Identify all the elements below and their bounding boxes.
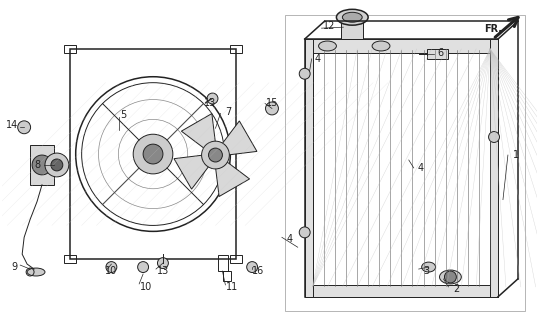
Text: 13: 13 (157, 266, 169, 276)
Circle shape (18, 121, 31, 134)
Bar (64, 255, 75, 263)
Bar (30, 145, 54, 185)
Circle shape (133, 134, 173, 174)
Bar (305, 285, 498, 297)
Bar (223, 271, 231, 281)
Text: 15: 15 (266, 98, 278, 108)
Bar (230, 45, 242, 53)
Text: 9: 9 (11, 262, 17, 272)
Text: 4: 4 (287, 234, 293, 244)
Ellipse shape (319, 41, 336, 51)
Bar (285, 15, 525, 311)
Text: 11: 11 (226, 282, 238, 292)
Bar (341, 21, 363, 39)
Circle shape (202, 141, 230, 169)
Bar (490, 39, 498, 297)
Ellipse shape (27, 268, 45, 276)
Polygon shape (174, 155, 210, 189)
Text: 10: 10 (140, 282, 152, 292)
Bar (305, 39, 313, 297)
Text: 7: 7 (225, 108, 231, 117)
Text: 6: 6 (438, 48, 444, 58)
Circle shape (157, 258, 168, 268)
Circle shape (209, 148, 223, 162)
Circle shape (488, 132, 500, 142)
Circle shape (266, 102, 279, 115)
Polygon shape (216, 161, 250, 196)
Ellipse shape (336, 9, 368, 25)
Circle shape (106, 262, 117, 273)
Circle shape (45, 153, 69, 177)
Bar (64, 45, 75, 53)
Polygon shape (222, 121, 257, 155)
Text: 4: 4 (418, 163, 424, 173)
Bar (70, 49, 236, 259)
Ellipse shape (342, 12, 362, 22)
Circle shape (32, 155, 52, 175)
Circle shape (207, 93, 218, 104)
Circle shape (299, 68, 310, 79)
Bar (313, 49, 490, 287)
Polygon shape (181, 114, 216, 149)
Text: FR.: FR. (484, 24, 502, 34)
Text: 16: 16 (252, 266, 264, 276)
Circle shape (51, 159, 63, 171)
Bar (230, 255, 242, 263)
Bar (305, 39, 498, 297)
Text: 4: 4 (315, 54, 321, 64)
Text: 1: 1 (513, 150, 519, 160)
Circle shape (247, 262, 258, 273)
Text: 13: 13 (204, 98, 217, 108)
Text: 2: 2 (453, 284, 459, 294)
Ellipse shape (421, 262, 436, 272)
Text: 14: 14 (6, 120, 18, 130)
Text: 3: 3 (424, 266, 430, 276)
Circle shape (143, 144, 163, 164)
Text: 12: 12 (323, 21, 336, 31)
Bar (218, 255, 229, 271)
Circle shape (445, 271, 457, 283)
Bar (427, 49, 448, 59)
Bar (305, 39, 498, 53)
Text: 8: 8 (34, 160, 40, 170)
Ellipse shape (439, 270, 461, 284)
Text: 5: 5 (120, 110, 127, 120)
Circle shape (299, 227, 310, 238)
Ellipse shape (372, 41, 390, 51)
Circle shape (137, 262, 149, 273)
Text: 10: 10 (105, 266, 118, 276)
